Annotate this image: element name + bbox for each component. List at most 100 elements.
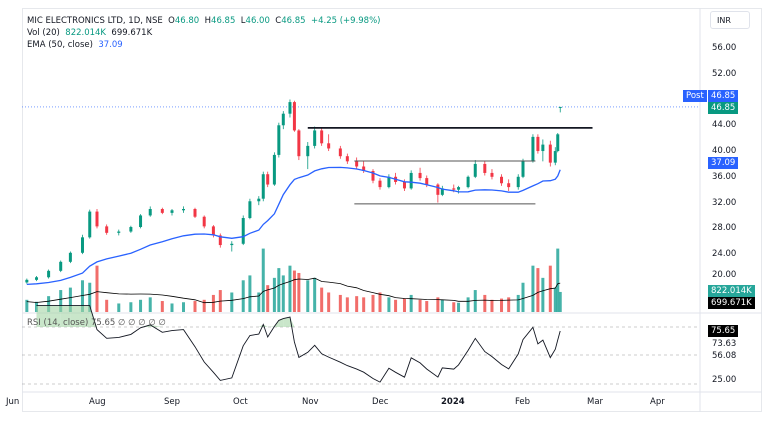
rsi-extra-values: ∅ ∅ ∅ ∅ ∅ [118, 318, 166, 328]
volume-bar [409, 294, 413, 312]
candle-body [500, 176, 504, 184]
candle-body [425, 178, 429, 185]
price-tick: 40.00 [712, 146, 737, 157]
close-label: C [275, 16, 282, 26]
candle-body [313, 130, 317, 146]
candle-body [541, 144, 545, 152]
candle-body [266, 174, 270, 185]
candle-body [25, 279, 29, 283]
candle-body [378, 180, 382, 188]
volume-bar [182, 302, 185, 312]
candle-body [257, 198, 261, 202]
volume-bar [521, 282, 525, 312]
candle-body [327, 143, 331, 149]
candle-body [490, 172, 494, 177]
candle-body [148, 209, 152, 216]
candle-body [548, 144, 552, 163]
candle-body [170, 210, 174, 213]
volume-bar [473, 290, 477, 312]
rsi-overbought-fill [60, 305, 71, 327]
time-tick: Jun [6, 397, 20, 407]
volume-tag: 822.014K [708, 285, 755, 297]
candle-body [466, 176, 470, 188]
candle-body [457, 187, 461, 190]
candle-body [483, 163, 487, 173]
candle-body [241, 218, 245, 244]
rsi-overbought-fill [70, 305, 83, 327]
candle-body [355, 161, 359, 167]
candle-body [345, 156, 349, 162]
candle-body [218, 235, 222, 246]
candle-body [297, 130, 301, 157]
high-value: 46.85 [211, 16, 236, 26]
currency-button[interactable]: INR [710, 11, 750, 29]
candle-body [553, 151, 557, 163]
legend-rsi[interactable]: RSI (14, close) 75.65 ∅ ∅ ∅ ∅ ∅ [27, 318, 166, 328]
volume-bar [371, 294, 375, 312]
volume-bar [129, 302, 133, 312]
candle-body [59, 261, 63, 271]
symbol-name[interactable]: MIC ELECTRONICS LTD, 1D, NSE [27, 16, 163, 26]
candle-body [452, 188, 456, 190]
time-tick: Sep [164, 397, 181, 407]
candle-body [182, 209, 185, 211]
candle-body [409, 172, 413, 189]
volume-bar [211, 294, 215, 312]
volume-bar [320, 287, 324, 312]
candle-body [193, 209, 197, 217]
rsi-lower-label: 25.00 [712, 375, 737, 385]
volume-bar [500, 298, 504, 312]
candle-body [261, 174, 265, 199]
price-tick: 44.00 [712, 120, 737, 131]
rsi-upper-label: 73.63 [712, 339, 737, 349]
candle-body [230, 243, 234, 246]
volume-bar [452, 302, 456, 312]
legend-volume[interactable]: Vol (20) 822.014K 699.671K [27, 28, 152, 38]
rsi-overbought-fill [36, 305, 49, 327]
volume-bar [338, 294, 342, 312]
rsi-label: RSI (14, close) [27, 318, 89, 328]
time-tick: Oct [233, 397, 248, 407]
candle-body [306, 145, 310, 157]
time-tick: 2024 [441, 397, 465, 407]
volume-bar [536, 268, 540, 312]
volume-bar [516, 294, 520, 312]
rsi-overbought-fill [82, 305, 90, 327]
candle-body [418, 172, 422, 179]
rsi-current-tag: 75.65 [708, 325, 739, 337]
candle-body [531, 136, 535, 162]
volume-bar [378, 292, 382, 312]
volume-bar [148, 297, 152, 312]
volume-bar [436, 297, 440, 312]
candle-body [320, 130, 324, 144]
volume-bar [490, 299, 494, 312]
volume-bar [507, 297, 511, 312]
candle-body [521, 161, 525, 177]
rsi-value: 75.65 [90, 318, 116, 328]
post-label-tag: Post [683, 90, 707, 102]
candle-body [556, 134, 560, 152]
low-label: L [240, 16, 246, 26]
price-tick: 20.00 [712, 269, 737, 280]
ema-price-tag: 37.09 [708, 157, 739, 169]
legend-ema[interactable]: EMA (50, close) 37.09 [27, 40, 123, 50]
volume-bar [558, 291, 562, 312]
volume-bar [193, 301, 197, 312]
volume-bar [288, 265, 292, 312]
volume-bar [553, 287, 557, 312]
volume-bar [531, 265, 535, 312]
candle-body [277, 125, 281, 155]
candle-body [371, 171, 375, 181]
volume-bar [313, 277, 317, 312]
volume-bar [272, 277, 276, 312]
candle-body [558, 106, 562, 108]
volume-ma-line [26, 277, 561, 304]
chart-frame [22, 8, 762, 412]
candle-body [516, 176, 520, 188]
candle-body [47, 270, 51, 278]
volume-bar [440, 299, 444, 312]
volume-bar [202, 299, 206, 312]
candle-body [248, 201, 252, 219]
volume-bar [68, 287, 72, 312]
